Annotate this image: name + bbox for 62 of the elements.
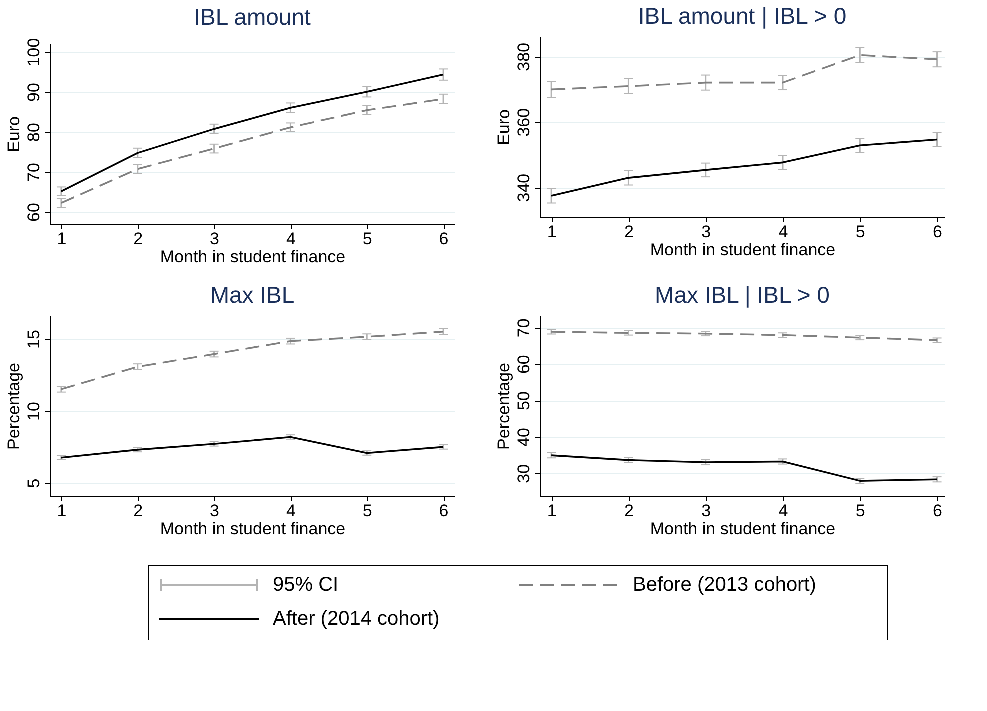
x-tick-label: 5 — [856, 502, 866, 520]
legend-label: Before (2013 cohort) — [633, 574, 816, 596]
chart-title: IBL amount | IBL > 0 — [638, 3, 847, 29]
y-axis-title: Euro — [4, 116, 24, 152]
x-tick-label: 4 — [286, 502, 296, 520]
chart-title: IBL amount — [194, 4, 312, 30]
y-tick-label: 10 — [24, 402, 44, 421]
y-tick-label: 5 — [24, 478, 44, 488]
line-series — [550, 54, 938, 91]
chart-title: Max IBL | IBL > 0 — [655, 282, 830, 308]
x-tick-label: 3 — [702, 502, 712, 520]
line-series — [60, 330, 444, 390]
x-tick-label: 4 — [286, 230, 296, 248]
y-axis-title: Percentage — [4, 363, 24, 450]
line-series — [550, 331, 938, 342]
x-tick-label: 6 — [439, 502, 449, 520]
x-tick-label: 3 — [210, 502, 220, 520]
x-tick-label: 6 — [933, 502, 943, 520]
y-tick-label: 60 — [514, 355, 534, 374]
x-tick-label: 5 — [856, 222, 866, 242]
y-tick-label: 50 — [514, 392, 534, 410]
y-tick-label: 380 — [514, 42, 534, 72]
x-axis-title: Month in student finance — [160, 520, 346, 538]
x-tick-label: 1 — [547, 502, 557, 520]
y-tick-label: 70 — [514, 318, 534, 338]
y-tick-label: 100 — [24, 38, 44, 67]
y-tick-label: 60 — [24, 203, 44, 222]
y-axis-title: Euro — [494, 110, 514, 146]
y-tick-label: 80 — [24, 123, 44, 142]
y-tick-label: 340 — [514, 174, 534, 202]
y-tick-label: 90 — [24, 83, 44, 102]
x-tick-label: 5 — [362, 502, 372, 520]
y-tick-label: 15 — [24, 330, 44, 349]
x-tick-label: 6 — [933, 222, 943, 242]
text: 95% CI — [273, 574, 339, 596]
x-axis-title: Month in student finance — [650, 240, 836, 260]
x-axis-title: Month in student finance — [160, 248, 346, 266]
y-tick-label: 70 — [24, 163, 44, 182]
y-tick-label: 360 — [514, 108, 534, 137]
x-tick-label: 2 — [134, 502, 144, 520]
x-tick-label: 3 — [702, 222, 712, 242]
x-tick-label: 5 — [362, 230, 372, 248]
x-tick-label: 2 — [134, 230, 144, 248]
x-tick-label: 1 — [547, 222, 557, 242]
y-tick-label: 40 — [514, 428, 534, 447]
x-tick-label: 4 — [778, 502, 788, 520]
x-tick-label: 4 — [778, 222, 788, 242]
line-series — [550, 454, 938, 482]
line-series — [60, 436, 444, 459]
line-series — [60, 74, 444, 192]
line-series — [550, 138, 938, 197]
legend-label: After (2014 cohort) — [273, 608, 440, 630]
x-tick-label: 6 — [439, 230, 449, 248]
y-axis-title: Percentage — [494, 363, 514, 450]
chart-title: Max IBL — [210, 282, 295, 308]
x-tick-label: 2 — [624, 222, 634, 242]
x-tick-label: 3 — [210, 230, 220, 248]
x-tick-label: 1 — [57, 230, 67, 248]
x-axis-title: Month in student finance — [650, 520, 836, 538]
x-tick-label: 2 — [624, 502, 634, 520]
x-tick-label: 1 — [57, 502, 67, 520]
y-tick-label: 30 — [514, 464, 534, 484]
